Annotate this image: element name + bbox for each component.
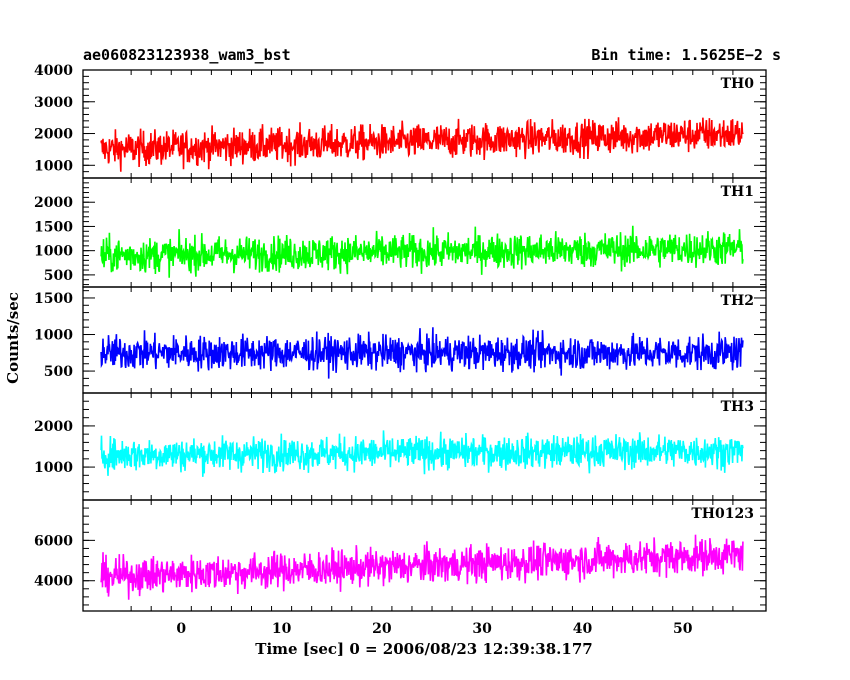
y-tick-label: 1000 [34,158,73,174]
panel-th3: 1000 2000 TH3 [34,392,767,501]
series-line-th1 [100,225,744,278]
x-tick-label: 20 [372,621,392,637]
panel-th1: 500 1000 1500 2000 TH1 [34,177,767,288]
x-tick-label: 50 [673,621,693,637]
panel-label: TH1 [721,184,754,200]
panel-frame [82,499,767,612]
y-tick-label: 500 [44,364,73,380]
y-tick-label: 500 [44,268,73,284]
y-tick-label: 2000 [34,127,73,143]
series-line-th0123 [100,534,744,600]
panel-label: TH0 [721,76,755,92]
panel-th0123: 4000 6000 TH0123 [34,499,767,612]
x-tick-label: 10 [272,621,292,637]
panel-frame [82,177,767,288]
panel-label: TH3 [721,399,754,415]
chart-title: ae060823123938_wam3_bst [83,46,291,64]
panel-th2: 500 1000 1500 TH2 [34,286,767,394]
y-tick-label: 1000 [34,244,73,260]
y-tick-label: 4000 [34,63,73,79]
y-tick-label: 1000 [34,460,73,476]
y-tick-label: 1500 [34,219,73,235]
x-tick-label: 30 [472,621,492,637]
series-line-th0 [100,117,744,172]
y-tick-label: 1000 [34,328,73,344]
bin-time-label: Bin time: 1.5625E−2 s [591,46,781,64]
x-axis-title: Time [sec] 0 = 2006/08/23 12:39:38.177 [255,640,592,658]
panels-group: 1000200030004000TH0500100015002000TH1500… [34,63,767,612]
y-tick-label: 4000 [34,574,73,590]
x-tick-label: 0 [176,621,186,637]
y-tick-label: 3000 [34,95,73,111]
y-tick-label: 2000 [34,419,73,435]
series-line-th2 [100,327,744,379]
y-tick-label: 1500 [34,291,73,307]
y-tick-label: 2000 [34,195,73,211]
x-axis: 0 10 20 30 40 50 [176,621,692,637]
panel-label: TH2 [721,293,754,309]
panel-label: TH0123 [691,506,754,522]
series-line-th3 [100,430,744,477]
panel-th0: 1000 2000 3000 4000 TH0 [34,63,767,179]
y-axis-title: Counts/sec [4,292,22,384]
x-tick-label: 40 [573,621,593,637]
y-tick-label: 6000 [34,533,73,549]
